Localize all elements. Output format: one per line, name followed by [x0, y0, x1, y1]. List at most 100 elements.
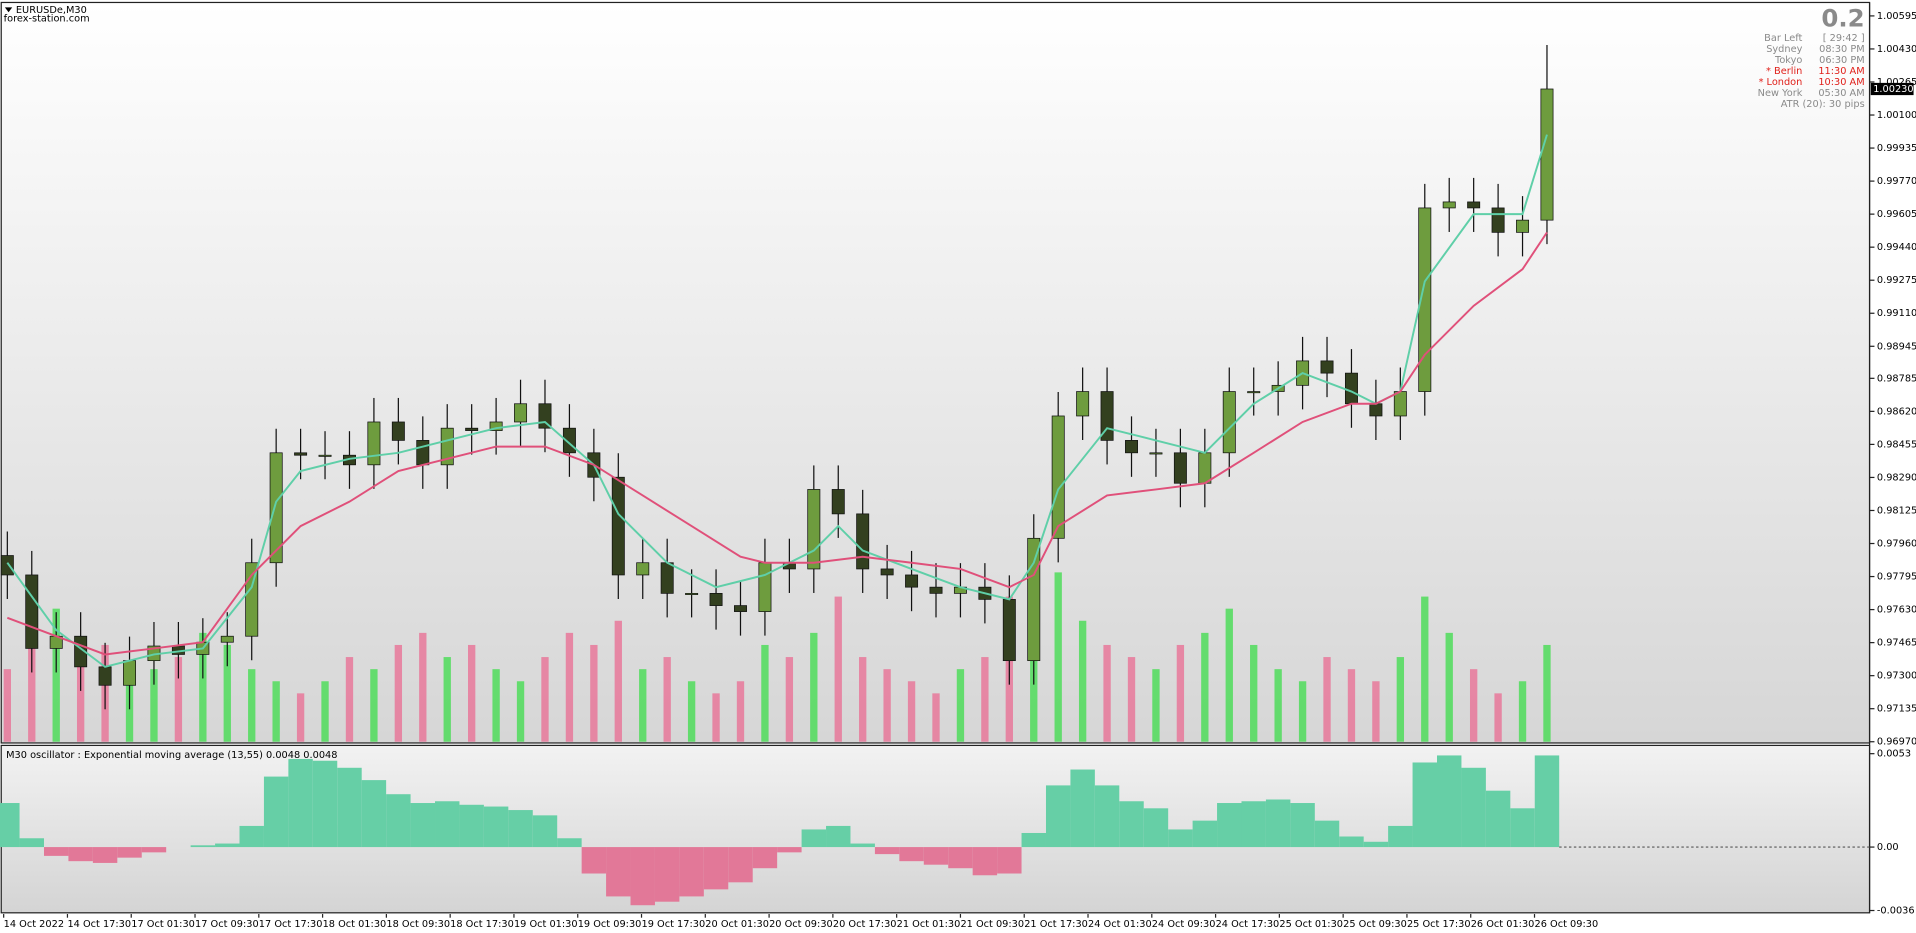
volume-bar: [419, 632, 427, 742]
volume-bar: [1103, 644, 1111, 742]
candle-body: [0, 555, 14, 576]
y-tick-label: 0.97960: [1877, 539, 1916, 550]
candle-body: [1344, 372, 1358, 405]
y-tick-label: 0.98785: [1877, 373, 1916, 384]
oscillator-bar: [899, 847, 924, 862]
oscillator-bar: [1388, 825, 1413, 848]
candle-body: [98, 666, 112, 686]
x-tick-label: 17 Oct 09:30: [195, 919, 259, 930]
volume-bar: [1078, 620, 1087, 742]
x-tick-label: 26 Oct 01:30: [1471, 919, 1535, 930]
candle-body: [758, 562, 772, 612]
info-label: Sydney: [1766, 44, 1802, 55]
candle-body: [636, 562, 650, 576]
volume-bar: [1152, 669, 1160, 742]
volume-bar: [736, 681, 745, 742]
volume-bar: [981, 657, 989, 742]
candle-body: [367, 421, 381, 466]
volume-bar: [1176, 644, 1185, 742]
info-value: 11:30 AM: [1818, 66, 1864, 77]
last-price-box: [1870, 82, 1914, 96]
volume-bar: [761, 644, 769, 742]
volume-bar: [321, 681, 329, 742]
x-tick-label: 19 Oct 01:30: [514, 919, 578, 930]
x-tick-label: 18 Oct 09:30: [386, 919, 450, 930]
info-label: Bar Left: [1764, 33, 1802, 44]
y-tick-label: 1.00100: [1877, 110, 1916, 121]
candle-body: [1002, 599, 1016, 662]
info-value: 10:30 AM: [1818, 77, 1864, 88]
y-tick-label: 0.98620: [1877, 406, 1916, 417]
volume-bar: [1225, 608, 1233, 742]
oscillator-bar: [997, 847, 1022, 874]
x-tick-label: 21 Oct 01:30: [897, 919, 961, 930]
oscillator-bar: [1461, 767, 1486, 848]
oscillator-bar: [948, 847, 973, 869]
volume-bar: [345, 657, 354, 742]
volume-bar: [3, 669, 11, 742]
candle-body: [465, 427, 479, 431]
volume-bar: [590, 644, 598, 742]
x-tick-label: 21 Oct 09:30: [960, 919, 1024, 930]
oscillator-bar: [43, 847, 69, 856]
candle-body: [685, 593, 699, 595]
y-tick-label: 0.0053: [1877, 749, 1911, 760]
oscillator-bar: [1143, 808, 1169, 848]
y-tick-label: 0.00: [1877, 842, 1899, 853]
x-tick-label: 24 Oct 17:30: [1216, 919, 1280, 930]
x-tick-label: 17 Oct 17:30: [259, 919, 323, 930]
oscillator-bar: [1265, 799, 1291, 848]
candle-body: [1418, 207, 1432, 392]
volume-bar: [565, 632, 574, 742]
oscillator-bar: [459, 804, 484, 848]
candle-body: [269, 452, 283, 564]
oscillator-bar: [557, 838, 582, 848]
oscillator-bar: [190, 845, 216, 848]
x-tick-label: 24 Oct 09:30: [1152, 919, 1216, 930]
y-tick-label: 0.99605: [1877, 209, 1916, 220]
moving-average: [6, 134, 1548, 668]
menu-arrow[interactable]: [4, 7, 13, 13]
oscillator-bar: [630, 847, 655, 906]
y-tick-label: 0.97795: [1877, 572, 1916, 583]
oscillator-bar: [923, 847, 949, 865]
y-tick-label: 0.97300: [1877, 671, 1916, 682]
oscillator-bar: [1094, 785, 1120, 848]
oscillator-bar: [508, 810, 533, 848]
oscillator-bar: [1168, 829, 1193, 848]
volume-bar: [174, 657, 183, 742]
info-value: 06:30 PM: [1819, 55, 1865, 66]
y-tick-label: -0.0036: [1877, 906, 1915, 917]
candle-body: [1516, 219, 1530, 233]
volume-bar: [468, 644, 476, 742]
x-tick-label: 20 Oct 09:30: [769, 919, 833, 930]
volume-bar: [834, 596, 842, 742]
oscillator-bar: [777, 847, 802, 853]
candle-body: [514, 403, 528, 423]
volume-bar: [1347, 669, 1356, 742]
candle-body: [245, 562, 259, 637]
volume-bar: [52, 608, 60, 742]
x-tick-label: 21 Oct 17:30: [1024, 919, 1088, 930]
oscillator-bar: [874, 847, 900, 855]
volume-bar: [223, 644, 231, 742]
oscillator-bar: [1045, 785, 1071, 848]
volume-bar: [1250, 644, 1258, 742]
volume-bar: [883, 669, 891, 742]
volume-bar: [687, 681, 696, 742]
candle-body: [1125, 440, 1138, 454]
y-tick-label: 0.99770: [1877, 176, 1916, 187]
volume-bar: [1543, 644, 1551, 742]
volume-bar: [785, 657, 794, 742]
oscillator-bar: [1534, 755, 1560, 848]
candle-body: [1247, 391, 1261, 394]
volume-bar: [370, 669, 378, 742]
volume-bar: [1421, 596, 1429, 742]
volume-bar: [1298, 681, 1307, 742]
oscillator-bar: [532, 815, 558, 848]
oscillator-bar: [826, 825, 851, 848]
candle-body: [856, 513, 870, 570]
x-tick-label: 20 Oct 17:30: [833, 919, 897, 930]
candle-body: [1442, 201, 1456, 209]
oscillator-bar: [1363, 841, 1389, 848]
